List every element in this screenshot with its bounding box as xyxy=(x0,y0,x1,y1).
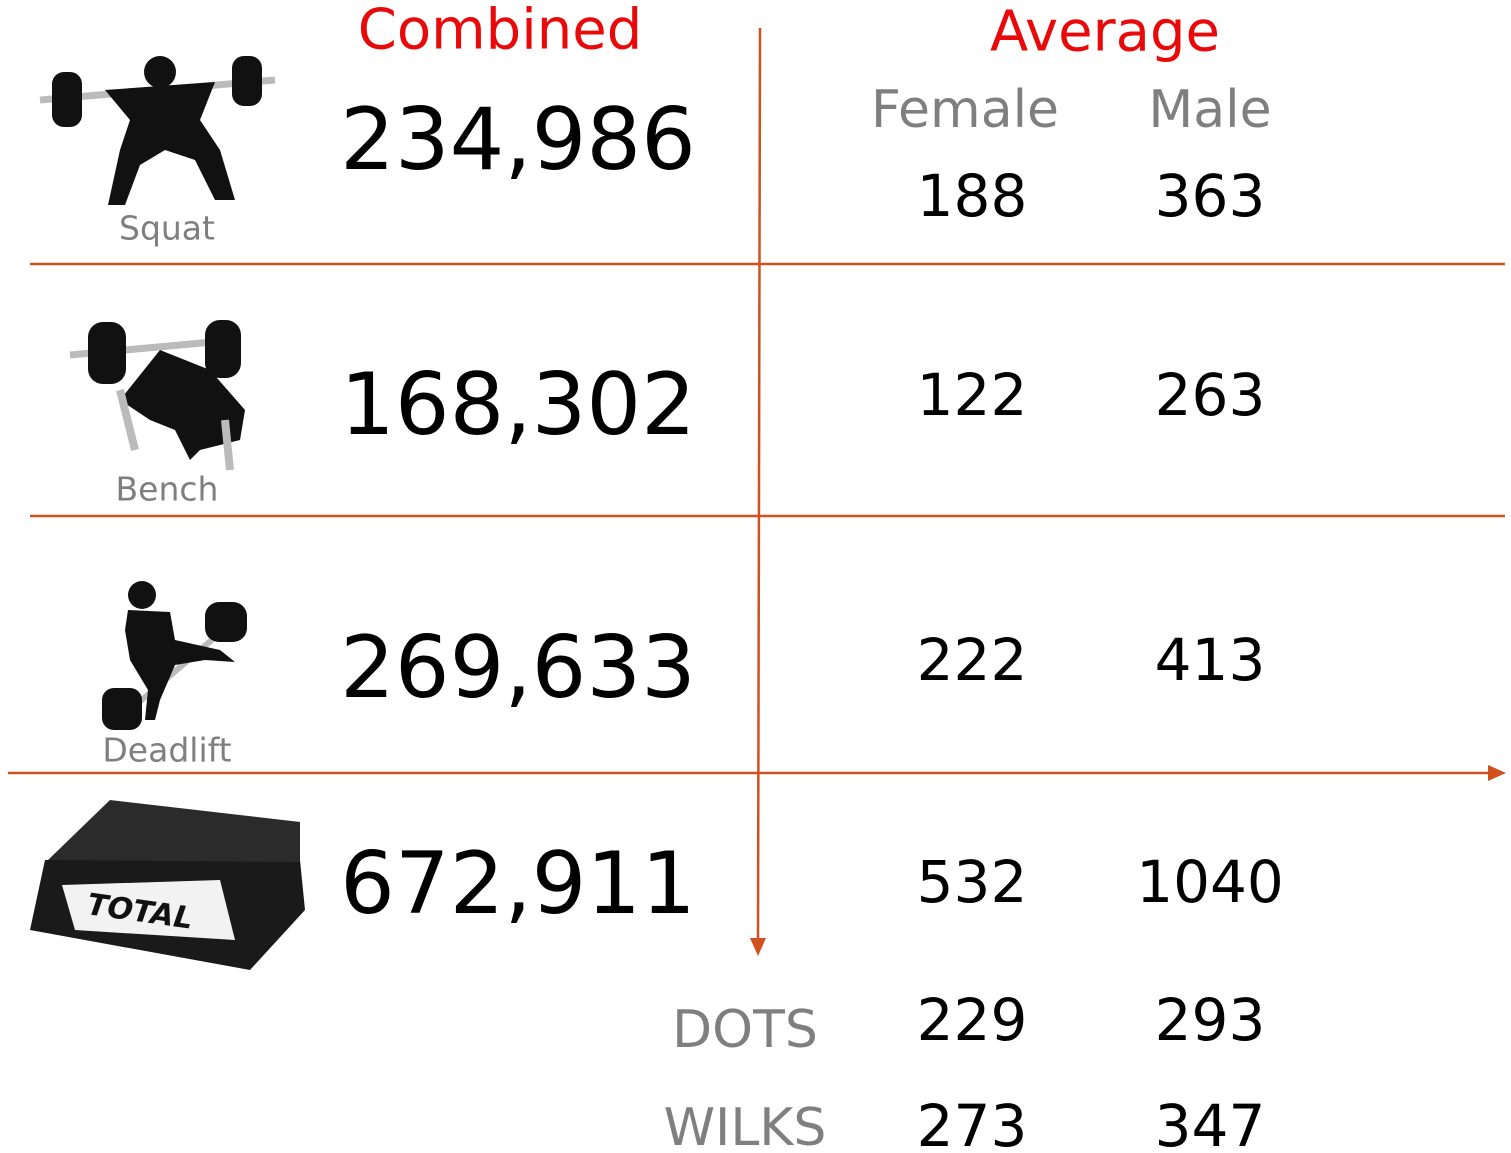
male-heading: Male xyxy=(1148,80,1271,140)
combined-heading: Combined xyxy=(358,0,643,63)
combined-value: 168,302 xyxy=(340,355,696,455)
deadlift-icon xyxy=(102,581,247,730)
average-heading: Average xyxy=(990,0,1220,65)
lift-label: Deadlift xyxy=(102,731,231,770)
score-label: DOTS xyxy=(672,1000,818,1060)
male-value: 263 xyxy=(1155,361,1266,429)
female-value: 532 xyxy=(917,848,1028,916)
male-value: 1040 xyxy=(1136,848,1284,916)
bench-icon xyxy=(69,320,245,471)
arrow-head xyxy=(750,938,766,956)
male-value: 413 xyxy=(1155,626,1266,694)
female-value: 222 xyxy=(917,626,1028,694)
female-value: 229 xyxy=(917,986,1028,1054)
divider xyxy=(756,27,762,941)
lift-label: Bench xyxy=(116,470,219,509)
score-label: WILKS xyxy=(664,1098,827,1153)
female-value: 273 xyxy=(917,1092,1028,1153)
combined-value: 672,911 xyxy=(340,834,696,934)
combined-value: 234,986 xyxy=(340,90,696,190)
squat-icon xyxy=(39,56,276,205)
female-heading: Female xyxy=(871,80,1059,140)
total-scale-icon: TOTAL xyxy=(30,800,305,970)
arrow-head xyxy=(1488,765,1506,781)
male-value: 347 xyxy=(1155,1092,1266,1153)
male-value: 363 xyxy=(1155,162,1266,230)
male-value: 293 xyxy=(1155,986,1266,1054)
combined-value: 269,633 xyxy=(340,618,696,718)
female-value: 122 xyxy=(917,361,1028,429)
lift-label: Squat xyxy=(119,209,215,248)
female-value: 188 xyxy=(917,162,1028,230)
dividers xyxy=(8,27,1506,956)
